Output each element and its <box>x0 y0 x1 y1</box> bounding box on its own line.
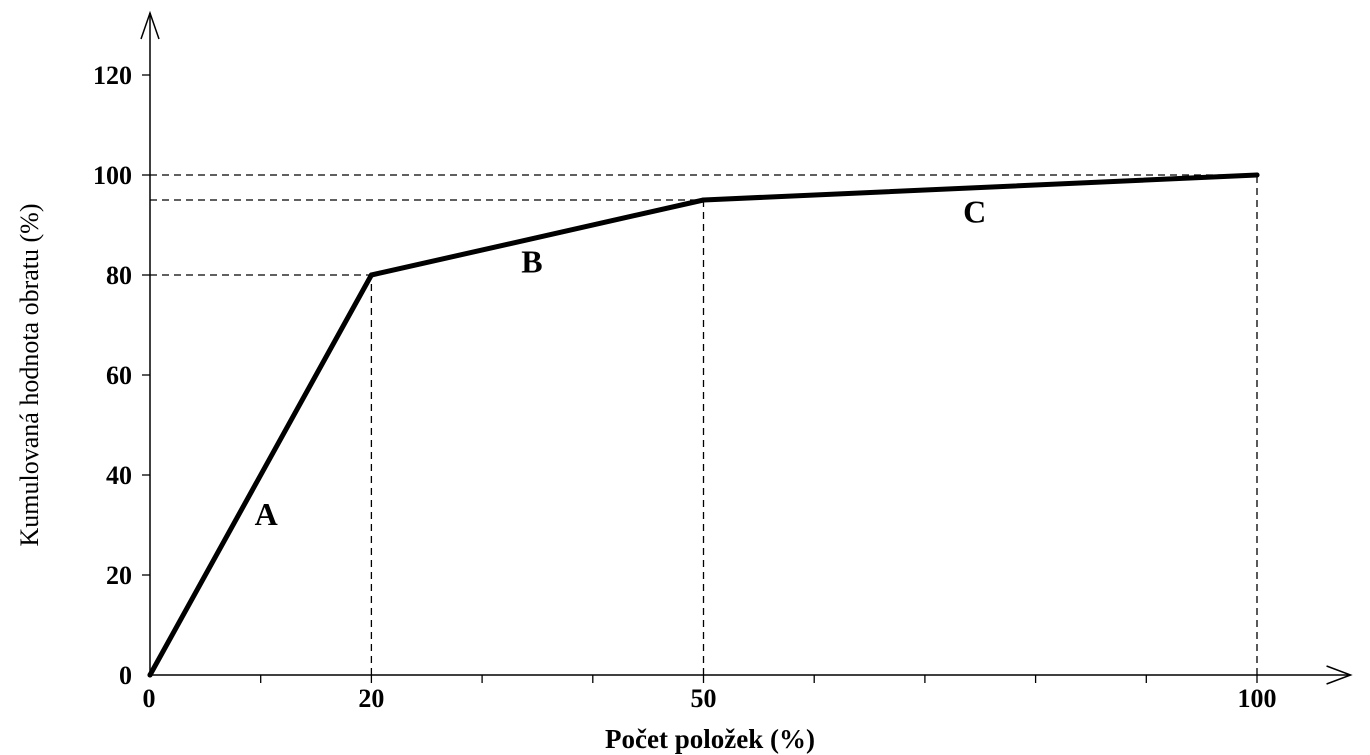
y-tick-label: 100 <box>93 161 132 190</box>
region-label-c: C <box>963 194 986 230</box>
data-point <box>701 197 706 203</box>
axes <box>140 10 1353 685</box>
ticks: 0 20 50 100 0 20 40 60 80 100 120 <box>93 61 1277 713</box>
data-point <box>1254 172 1260 178</box>
y-tick-label: 40 <box>106 461 132 490</box>
region-label-a: A <box>255 496 278 532</box>
y-tick-label: 20 <box>106 561 132 590</box>
series-line-0 <box>147 172 1260 678</box>
region-label-b: B <box>521 244 542 280</box>
data-point <box>147 672 153 678</box>
y-axis-arrow-icon <box>140 10 160 40</box>
x-tick-label: 20 <box>358 684 384 713</box>
y-tick-label: 80 <box>106 261 132 290</box>
reference-lines <box>150 174 1258 675</box>
x-axis-title: Počet položek (%) <box>605 724 815 754</box>
x-tick-label: 100 <box>1238 684 1277 713</box>
y-tick-label: 0 <box>119 661 132 690</box>
y-axis-title: Kumulovaná hodnota obratu (%) <box>15 204 44 547</box>
series-group <box>147 172 1260 678</box>
x-axis-arrow-icon <box>1326 665 1353 685</box>
y-tick-label: 120 <box>93 61 132 90</box>
data-point <box>368 272 374 278</box>
x-tick-label: 0 <box>143 684 156 713</box>
y-tick-label: 60 <box>106 361 132 390</box>
region-labels: A B C <box>255 194 987 533</box>
x-tick-label: 50 <box>691 684 717 713</box>
